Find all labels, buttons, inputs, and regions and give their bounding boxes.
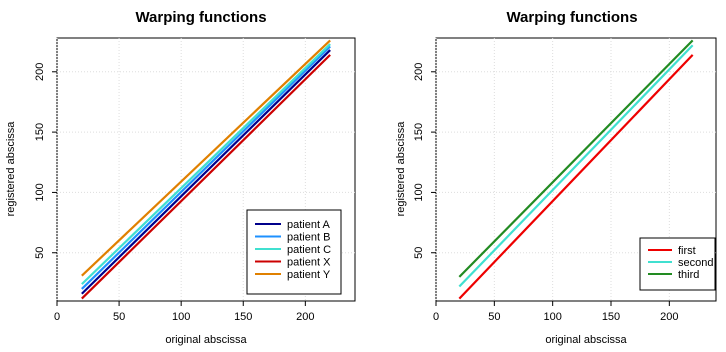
series-group: [458, 39, 694, 300]
legend-label: third: [678, 269, 699, 281]
chart-title: Warping functions: [135, 9, 266, 26]
y-tick-label: 50: [413, 247, 425, 259]
legend-label: patient C: [287, 244, 331, 256]
series-line-first: [458, 54, 694, 300]
x-axis: 0 50 100 150 200: [433, 301, 679, 323]
x-tick-label: 200: [660, 311, 678, 323]
x-tick-label: 150: [602, 311, 620, 323]
series-line-patient-a: [81, 49, 331, 295]
y-axis-label: registered abscissa: [5, 121, 17, 217]
x-tick-label: 0: [433, 311, 439, 323]
x-tick-label: 50: [113, 311, 125, 323]
legend-label: patient A: [287, 219, 330, 231]
series-line-patient-y: [81, 39, 331, 277]
y-axis-label: registered abscissa: [395, 121, 407, 217]
y-axis: 50 100 150 200: [413, 63, 436, 259]
y-tick-label: 100: [413, 183, 425, 201]
chart-panel-groups: 0 50 100 150 200 50 100 150 200 Warping functio…: [395, 9, 717, 346]
y-axis: 50 100 150 200: [34, 63, 57, 259]
chart-panel-patients: 0 50 100 150 200 50 100 150 200 Warping functio…: [5, 9, 356, 346]
legend-box: [639, 237, 716, 291]
x-axis-label: original abscissa: [165, 334, 247, 346]
y-tick-label: 50: [34, 247, 46, 259]
series-line-third: [458, 39, 694, 278]
plot-frame: [435, 37, 717, 302]
x-tick-label: 200: [296, 311, 314, 323]
plot-frame: [56, 37, 356, 302]
legend-label: first: [678, 245, 696, 257]
x-tick-label: 150: [234, 311, 252, 323]
legend-label: second: [678, 257, 713, 269]
x-tick-label: 100: [172, 311, 190, 323]
series-line-second: [458, 44, 694, 288]
x-axis-label: original abscissa: [545, 334, 627, 346]
y-tick-label: 150: [34, 123, 46, 141]
chart-title: Warping functions: [506, 9, 637, 26]
legend-label: patient X: [287, 257, 331, 269]
y-tick-label: 200: [413, 63, 425, 81]
x-tick-label: 50: [488, 311, 500, 323]
series-line-patient-c: [81, 43, 331, 285]
y-tick-label: 100: [34, 183, 46, 201]
legend-label: patient B: [287, 232, 330, 244]
series-line-patient-b: [81, 45, 331, 290]
series-group: [81, 39, 331, 300]
legend-label: patient Y: [287, 269, 331, 281]
series-line-patient-x: [81, 54, 331, 300]
x-axis: 0 50 100 150 200: [54, 301, 315, 323]
y-tick-label: 200: [34, 63, 46, 81]
x-tick-label: 0: [54, 311, 60, 323]
x-tick-label: 100: [543, 311, 561, 323]
y-tick-label: 150: [413, 123, 425, 141]
